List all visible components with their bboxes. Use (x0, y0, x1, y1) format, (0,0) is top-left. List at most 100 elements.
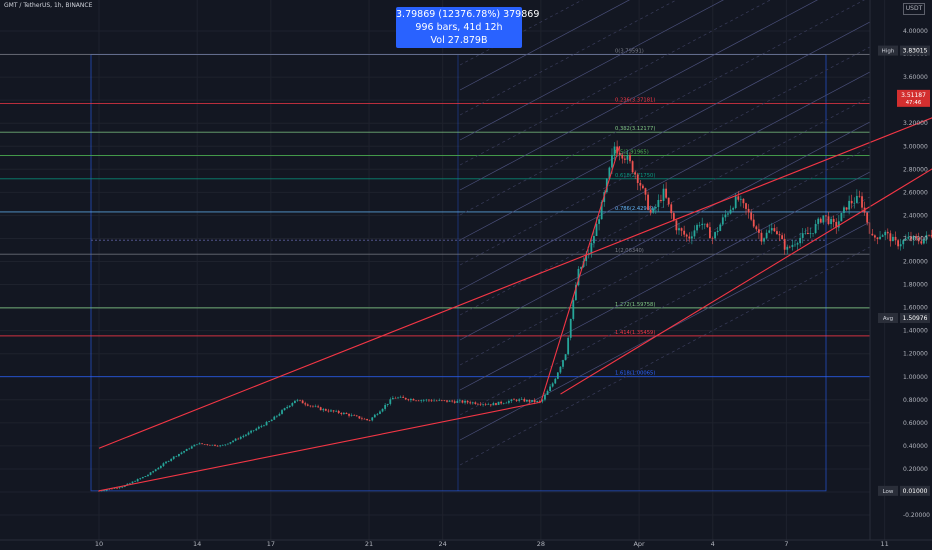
candle-body (234, 438, 237, 441)
price-tick-label: 1.60000 (903, 305, 928, 312)
candle-body (464, 400, 466, 403)
candle-body (399, 396, 402, 398)
candle-body (794, 244, 796, 246)
candle-body (139, 478, 142, 480)
candle-body (175, 456, 178, 457)
candle-body (162, 463, 165, 467)
candle-body (330, 410, 332, 412)
time-axis[interactable]: 101417212428Apr47111418212 (95, 540, 932, 548)
candle-body (391, 397, 394, 400)
candle-body (242, 435, 245, 437)
candle-body (477, 403, 479, 405)
candle-body (451, 400, 454, 402)
candle-body (196, 444, 198, 445)
candle-body (348, 413, 350, 416)
trendline (540, 146, 620, 403)
candle-body (224, 444, 227, 446)
candle-body (819, 218, 822, 223)
price-tick-label: 1.20000 (903, 351, 928, 358)
candle-body (541, 399, 544, 402)
candle-body (340, 412, 343, 414)
candle-body (492, 403, 495, 406)
candle-body (211, 444, 214, 446)
channel-line (459, 0, 724, 141)
candle-body (556, 372, 559, 379)
price-tick-label: 2.20000 (903, 235, 928, 242)
candle-body (113, 487, 116, 489)
candle-body (203, 444, 206, 445)
candle-body (598, 219, 600, 224)
candle-body (647, 194, 649, 210)
price-label-box (900, 45, 930, 56)
candle-body (832, 218, 835, 222)
candle-body (714, 232, 716, 239)
candle-body (922, 239, 925, 244)
candle-body (134, 481, 136, 483)
candle-body (642, 185, 644, 189)
candle-body (98, 490, 100, 492)
candle-body (696, 225, 698, 231)
candle-body (103, 490, 106, 492)
candle-body (683, 230, 686, 235)
candle-body (252, 430, 255, 431)
candle-body (721, 217, 724, 225)
channel-line (459, 246, 871, 466)
candle-body (170, 458, 173, 461)
candle-body (830, 218, 832, 225)
candle-body (881, 235, 884, 237)
candle-body (626, 154, 629, 160)
candle-body (208, 444, 211, 446)
candle-body (788, 246, 791, 248)
candle-body (559, 366, 562, 373)
candle-body (484, 404, 487, 405)
candle-body (907, 236, 910, 239)
candle-body (275, 415, 278, 417)
candlestick-series (98, 140, 932, 492)
candle-body (260, 425, 263, 427)
candle-body (141, 476, 144, 479)
fib-level-label: 1(2.06340) (615, 248, 644, 254)
price-tick-label: 3.60000 (903, 74, 928, 81)
candle-body (296, 399, 299, 401)
candle-body (904, 238, 907, 241)
fib-level-label: 0.382(3.12177) (615, 126, 655, 132)
candle-body (629, 154, 631, 162)
time-tick-label: 24 (439, 540, 447, 548)
candle-body (147, 474, 149, 477)
candle-body (732, 208, 735, 210)
fib-level-label: 1.414(1.35459) (615, 330, 655, 336)
candle-body (623, 158, 626, 160)
candle-body (129, 483, 131, 484)
candle-body (781, 235, 784, 240)
candle-body (605, 178, 608, 193)
candle-body (562, 360, 564, 367)
candle-body (894, 236, 897, 241)
price-tick-label: 3.00000 (903, 143, 928, 150)
time-tick-label: 21 (365, 540, 373, 548)
candle-body (332, 410, 335, 412)
price-label-value: 3.83015 (903, 48, 928, 55)
candle-body (652, 208, 655, 213)
price-label-name: Avg (883, 316, 893, 322)
candle-body (131, 481, 134, 484)
candle-body (417, 400, 420, 402)
candle-body (745, 203, 747, 209)
candle-body (930, 235, 932, 237)
candle-body (118, 487, 121, 489)
candle-body (206, 444, 209, 445)
candle-body (768, 230, 771, 233)
candle-body (185, 448, 188, 452)
candle-body (701, 223, 704, 226)
trendlines[interactable] (98, 66, 932, 492)
candle-body (288, 405, 291, 407)
price-tick-label: 2.80000 (903, 166, 928, 173)
candle-body (569, 318, 572, 338)
measure-bars: 996 bars, 41d 12h (415, 22, 503, 33)
candle-body (159, 466, 162, 468)
currency-label[interactable]: USDT (903, 3, 925, 15)
time-tick-label: Apr (633, 540, 645, 548)
candle-body (536, 401, 539, 403)
candle-body (837, 221, 840, 228)
